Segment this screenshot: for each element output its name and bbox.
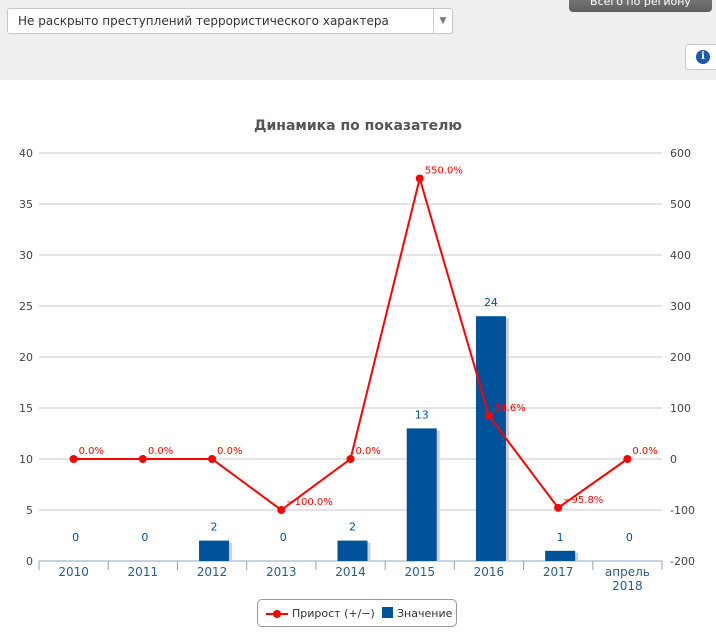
growth-data-label: 0.0% xyxy=(79,446,104,457)
bar-data-label: 0 xyxy=(626,531,633,544)
legend-line-marker-icon xyxy=(266,610,288,618)
growth-data-label: −100.0% xyxy=(286,497,333,508)
y-right-tick-label: -100 xyxy=(670,504,695,517)
legend-label-growth: Прирост (+/−) xyxy=(292,607,375,620)
bar-data-label: 0 xyxy=(141,531,148,544)
bar xyxy=(475,316,506,561)
legend-label-value: Значение xyxy=(397,607,453,620)
growth-point xyxy=(69,455,78,463)
x-tick-label: 2013 xyxy=(266,565,297,579)
growth-data-label: 84.6% xyxy=(494,403,526,414)
chart-title: Динамика по показателю xyxy=(254,118,462,134)
growth-data-label: 0.0% xyxy=(632,446,657,457)
chevron-down-icon[interactable]: ▼ xyxy=(433,9,452,33)
x-tick-label: 2016 xyxy=(474,565,505,579)
legend-bar-marker-icon xyxy=(382,607,393,618)
y-right-tick-label: 500 xyxy=(670,198,691,211)
chart-legend: Прирост (+/−) Значение xyxy=(257,599,457,627)
y-left-tick-label: 10 xyxy=(19,453,33,466)
growth-data-label: 0.0% xyxy=(217,446,242,457)
y-left-tick-label: 20 xyxy=(19,351,33,364)
bar-data-label: 2 xyxy=(211,521,218,534)
indicator-select[interactable]: Не раскрыто преступлений террористическо… xyxy=(7,8,453,34)
y-right-tick-label: 200 xyxy=(670,351,691,364)
y-left-tick-label: 0 xyxy=(26,555,33,568)
y-right-tick-label: 100 xyxy=(670,402,691,415)
bar-data-label: 1 xyxy=(557,531,564,544)
x-tick-label: 2012 xyxy=(197,565,228,579)
bar xyxy=(406,428,437,561)
x-tick-label: 2014 xyxy=(335,565,366,579)
growth-point xyxy=(623,455,632,463)
growth-point xyxy=(415,174,424,183)
x-tick-label: 2017 xyxy=(543,565,574,579)
growth-point xyxy=(554,503,563,512)
region-total-button[interactable]: Всего по региону xyxy=(569,0,712,12)
indicator-select-value: Не раскрыто преступлений террористическо… xyxy=(18,14,389,28)
x-tick-label: 2015 xyxy=(404,565,435,579)
y-right-tick-label: 600 xyxy=(670,147,691,160)
y-right-tick-label: -200 xyxy=(670,555,695,568)
y-left-tick-label: 35 xyxy=(19,198,33,211)
growth-point xyxy=(208,455,217,463)
growth-data-label: 0.0% xyxy=(356,446,381,457)
y-left-tick-label: 30 xyxy=(19,249,33,262)
growth-point xyxy=(484,411,493,420)
y-right-tick-label: 0 xyxy=(670,453,677,466)
bar-data-label: 24 xyxy=(484,296,498,309)
x-tick-label: 2010 xyxy=(58,565,89,579)
filter-panel: Не раскрыто преступлений террористическо… xyxy=(0,0,716,80)
bar-data-label: 13 xyxy=(415,408,429,421)
y-left-tick-label: 40 xyxy=(19,147,33,160)
info-icon: i xyxy=(696,50,710,64)
bar xyxy=(199,540,230,561)
growth-point xyxy=(346,455,355,463)
y-right-tick-label: 300 xyxy=(670,300,691,313)
bar xyxy=(337,540,368,561)
info-button[interactable]: i xyxy=(685,44,716,70)
y-left-tick-label: 25 xyxy=(19,300,33,313)
y-left-tick-label: 5 xyxy=(26,504,33,517)
growth-data-label: −95.8% xyxy=(563,495,603,506)
growth-point xyxy=(277,506,286,514)
legend-item-value[interactable]: Значение xyxy=(382,607,452,620)
y-right-tick-label: 400 xyxy=(670,249,691,262)
bar-data-label: 2 xyxy=(349,521,356,534)
y-left-tick-label: 15 xyxy=(19,402,33,415)
bar-data-label: 0 xyxy=(72,531,79,544)
growth-point xyxy=(138,455,147,463)
x-tick-label: апрель xyxy=(605,565,650,579)
bar xyxy=(545,550,576,561)
x-tick-label: 2011 xyxy=(128,565,159,579)
legend-item-growth[interactable]: Прирост (+/−) xyxy=(266,607,375,620)
growth-data-label: 0.0% xyxy=(148,446,173,457)
growth-data-label: 550.0% xyxy=(425,166,463,177)
x-tick-label: 2018 xyxy=(612,579,643,593)
bar-data-label: 0 xyxy=(280,531,287,544)
